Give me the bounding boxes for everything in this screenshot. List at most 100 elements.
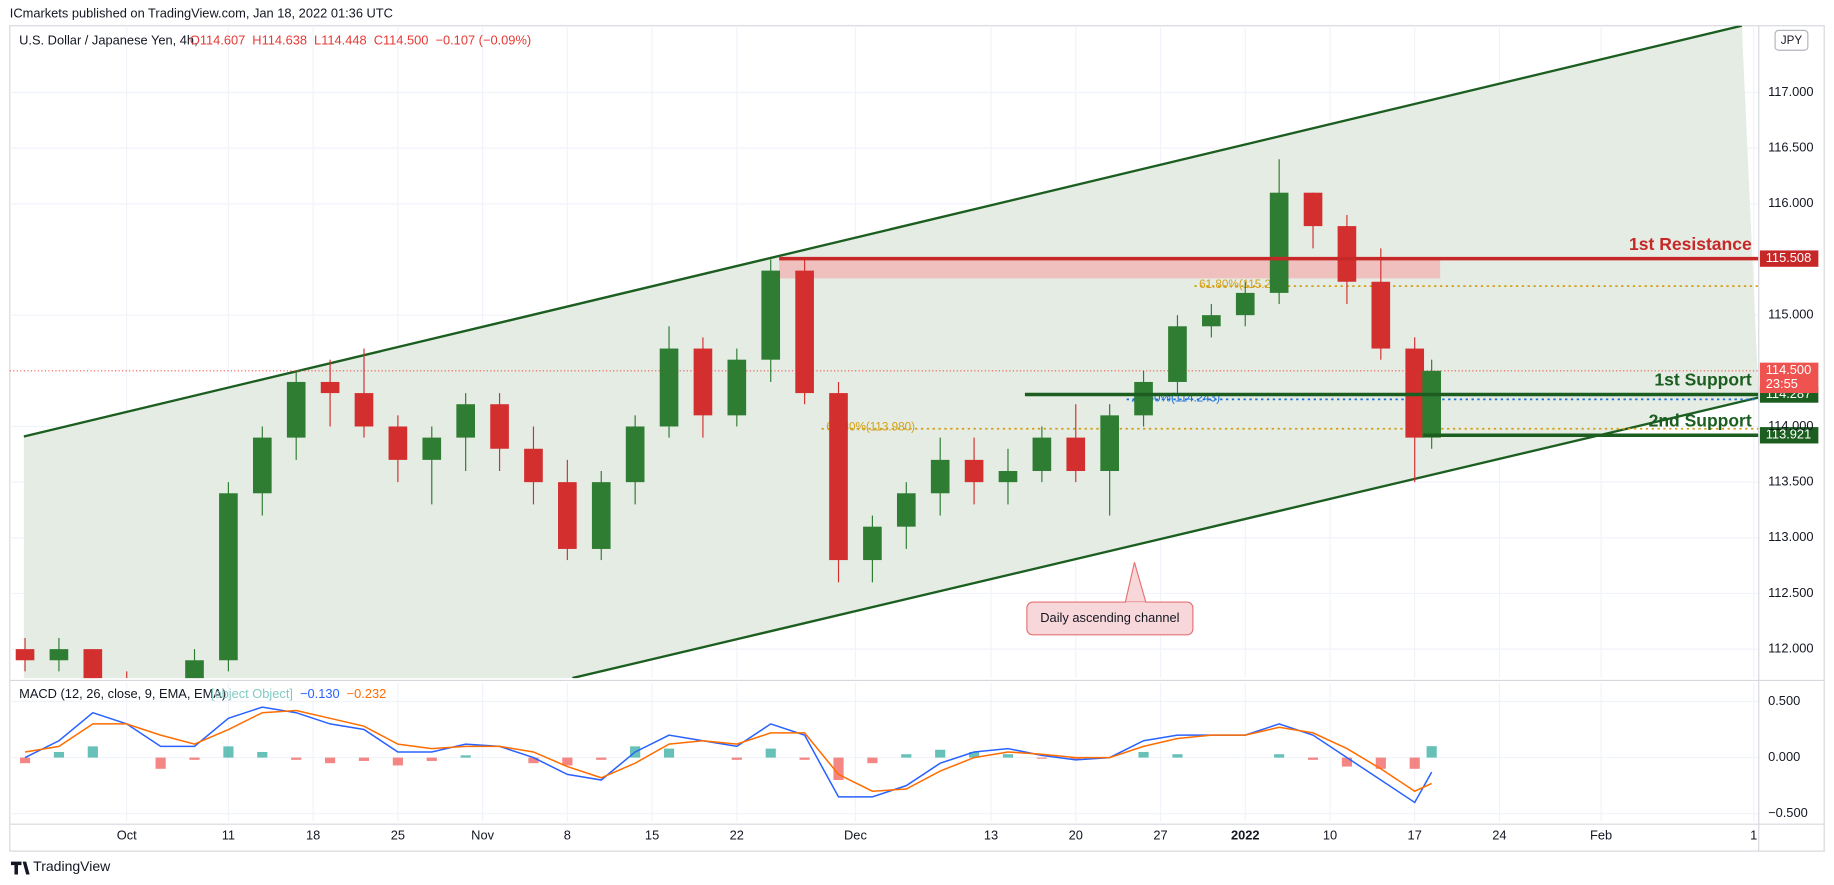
y-tick-label: 112.000	[1768, 641, 1813, 656]
candle-body	[490, 404, 509, 449]
symbol: U.S. Dollar / Japanese Yen, 4h,	[19, 32, 198, 47]
candle-body	[252, 437, 272, 494]
histogram-bar	[257, 751, 268, 758]
histogram-bar	[155, 757, 166, 769]
histogram-bar	[1002, 754, 1014, 758]
logo	[10, 861, 30, 875]
candle-body	[693, 348, 713, 416]
histogram-bar	[596, 757, 607, 760]
macd-title: MACD (12, 26, close, 9, EMA, EMA)	[19, 686, 226, 701]
candle-body	[422, 437, 442, 460]
x-tick-label: 24	[1492, 827, 1506, 842]
price-label-bg	[1759, 427, 1819, 444]
countdown: 23:55	[1766, 376, 1798, 391]
x-tick-label: 15	[645, 827, 659, 842]
x-tick-label: 1	[1750, 827, 1757, 842]
x-tick-label: Dec	[844, 827, 867, 842]
candle-body	[930, 459, 950, 494]
channel-line	[572, 396, 1759, 679]
candle-body	[829, 393, 848, 561]
candle-body	[896, 493, 916, 527]
candle-body	[964, 459, 984, 483]
histogram-bar	[799, 757, 810, 760]
price-label: 115.508	[1766, 250, 1811, 265]
x-tick-label: 18	[306, 827, 320, 842]
candle-body	[1134, 381, 1153, 416]
fib-label: 61.80%(113.980)	[826, 421, 915, 434]
candle-body	[456, 404, 475, 438]
candle-body	[1066, 437, 1086, 472]
candle-body	[524, 448, 543, 483]
channel-fill	[23, 25, 1759, 679]
candle-body	[1337, 226, 1357, 282]
histogram-bar	[935, 749, 946, 758]
histogram-bar	[223, 746, 234, 758]
candle-body	[320, 381, 340, 394]
price-label: 114.500	[1766, 362, 1811, 377]
x-tick-label: 13	[984, 827, 998, 842]
price-label-bg	[1759, 250, 1819, 267]
candle-body	[625, 426, 645, 483]
histogram-bar	[1341, 757, 1353, 767]
y-tick-label: 116.500	[1768, 140, 1813, 155]
ohlc-value: H114.638	[252, 32, 307, 47]
candle-body	[1032, 437, 1052, 472]
x-tick-label: 22	[730, 827, 744, 842]
candle-body	[1422, 370, 1441, 438]
y-tick-label: −0.500	[1768, 805, 1808, 820]
histogram-bar	[87, 746, 98, 758]
x-tick-label: 10	[1323, 827, 1337, 842]
y-tick-label: 112.500	[1768, 585, 1813, 600]
histogram-bar	[1426, 746, 1437, 758]
histogram-bar	[358, 757, 370, 761]
histogram-bar	[1409, 757, 1420, 769]
y-tick-label: 0.000	[1768, 749, 1800, 764]
price-label: 113.921	[1766, 427, 1811, 442]
ohlc-value: L114.448	[314, 32, 367, 47]
candle-body	[286, 381, 306, 438]
candle-body	[1168, 326, 1187, 382]
histogram-bar	[731, 757, 742, 760]
candle-body	[83, 649, 103, 679]
support-label: 2nd Support	[1649, 411, 1752, 431]
y-tick-label: 116.000	[1768, 195, 1813, 210]
macd-line	[24, 709, 1432, 793]
candle-body	[1269, 192, 1289, 293]
y-tick-label: 113.500	[1768, 474, 1813, 489]
histogram-bar	[1036, 757, 1047, 759]
candle-body	[1235, 292, 1255, 316]
fib-label: 61.80%(115.261)	[1199, 278, 1288, 291]
histogram-bar	[460, 755, 471, 758]
histogram-bar	[1274, 754, 1285, 758]
candle-body	[558, 482, 577, 549]
candle-body	[49, 649, 69, 661]
x-tick-label: 27	[1153, 827, 1167, 842]
histogram-bar	[291, 757, 302, 760]
candle-body	[185, 660, 204, 679]
histogram-bar	[1070, 757, 1081, 760]
histogram-bar	[969, 751, 980, 758]
x-tick-label: Nov	[471, 827, 494, 842]
candle-body	[388, 426, 408, 460]
candle-body	[998, 471, 1018, 483]
resistance-label: 1st Resistance	[1629, 234, 1752, 254]
candle-body	[591, 482, 611, 549]
currency-box	[1774, 29, 1809, 51]
histogram-bar	[1172, 754, 1183, 758]
currency: JPY	[1781, 34, 1803, 47]
histogram-bar	[833, 757, 844, 781]
histogram-bar	[528, 757, 539, 764]
candle-body	[1100, 415, 1119, 472]
price-label-bg	[1759, 362, 1819, 394]
histogram-bar	[765, 748, 776, 758]
histogram-bar	[663, 748, 675, 758]
ohlc-value: O114.607	[190, 32, 245, 47]
histogram-bar	[1138, 751, 1149, 758]
candle-body	[1303, 192, 1323, 227]
candle-body	[761, 270, 781, 360]
histogram-bar	[901, 754, 912, 758]
histogram-bar	[392, 757, 403, 766]
